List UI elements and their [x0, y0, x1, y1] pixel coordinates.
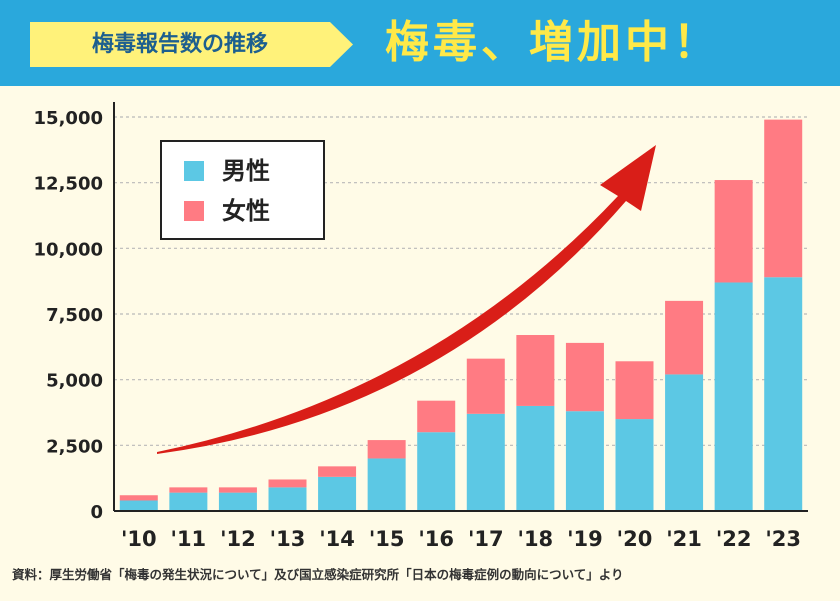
x-tick-label: '11: [171, 527, 207, 551]
y-tick-label: 2,500: [46, 436, 103, 457]
x-tick-label: '21: [666, 527, 702, 551]
bar-male: [466, 413, 505, 511]
bar-male: [119, 500, 158, 511]
bar-female: [516, 335, 555, 406]
chart-title-badge: 梅毒報告数の推移: [30, 22, 353, 67]
x-tick-label: '20: [617, 527, 653, 551]
y-tick-label: 7,500: [46, 305, 103, 326]
x-tick-label: '10: [121, 527, 157, 551]
bar-female: [367, 440, 406, 459]
bar-male: [268, 487, 307, 511]
bar-female: [665, 300, 704, 375]
axes: [113, 102, 808, 512]
badge-arrow-shape: [30, 22, 353, 67]
bar-female: [218, 487, 257, 493]
y-tick-label: 5,000: [46, 371, 103, 392]
legend: 男性 女性: [160, 140, 325, 240]
bar-female: [119, 495, 158, 501]
bar-male: [615, 419, 654, 511]
bar-female: [714, 180, 753, 283]
bar-male: [367, 458, 406, 511]
y-tick-label: 0: [90, 502, 103, 523]
y-tick-label: 15,000: [34, 108, 103, 129]
bar-female: [417, 400, 456, 433]
x-tick-label: '12: [220, 527, 256, 551]
bar-male: [764, 277, 803, 511]
legend-swatch-male: [184, 161, 204, 181]
bar-male: [565, 411, 604, 511]
legend-label-male: 男性: [222, 157, 270, 185]
bars: [119, 119, 803, 511]
bar-female: [565, 342, 604, 412]
bar-female: [466, 358, 505, 414]
x-tick-label: '14: [319, 527, 355, 551]
bar-male: [665, 374, 704, 511]
x-tick-label: '16: [418, 527, 454, 551]
headline: 梅毒、増加中！: [385, 17, 721, 68]
bar-female: [318, 466, 357, 477]
bar-male: [169, 492, 208, 511]
x-tick-label: '22: [716, 527, 752, 551]
bar-female: [615, 361, 654, 420]
y-tick-label: 10,000: [34, 239, 103, 260]
chart-title: 梅毒報告数の推移: [91, 32, 268, 57]
bar-male: [318, 476, 357, 511]
header-banner: 梅毒報告数の推移 梅毒、増加中！: [0, 0, 840, 86]
x-tick-label: '15: [369, 527, 405, 551]
legend-swatch-female: [184, 201, 204, 221]
legend-label-female: 女性: [222, 197, 270, 225]
x-tick-label: '13: [270, 527, 306, 551]
bar-female: [169, 487, 208, 493]
source-note: 資料：厚生労働省「梅毒の発生状況について」及び国立感染症研究所「日本の梅毒症例の…: [12, 567, 624, 582]
y-axis-tick-labels: 0 2,500 5,000 7,500 10,000 12,500 15,000: [34, 108, 103, 523]
bar-female: [764, 119, 803, 278]
bar-male: [714, 282, 753, 511]
x-tick-label: '23: [765, 527, 801, 551]
bar-male: [218, 492, 257, 511]
bar-male: [516, 405, 555, 511]
x-axis-tick-labels: '10 '11 '12 '13 '14 '15 '16 '17 '18 '19 '20 '21 '22 '…: [121, 527, 801, 551]
y-tick-label: 12,500: [34, 174, 103, 195]
x-tick-label: '19: [567, 527, 603, 551]
bar-female: [268, 479, 307, 488]
x-tick-label: '17: [468, 527, 504, 551]
x-tick-label: '18: [518, 527, 554, 551]
bar-male: [417, 432, 456, 511]
